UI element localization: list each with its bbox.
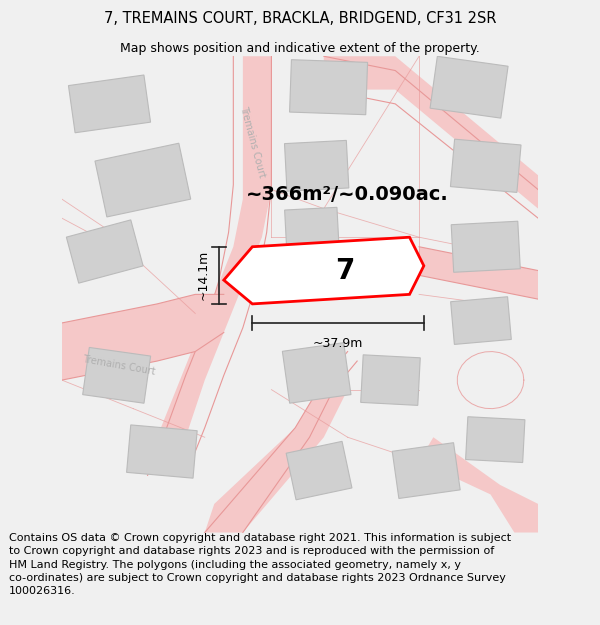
Polygon shape xyxy=(205,380,347,532)
Polygon shape xyxy=(157,56,271,438)
Polygon shape xyxy=(466,417,525,462)
Polygon shape xyxy=(284,141,349,191)
Text: ~37.9m: ~37.9m xyxy=(313,338,363,350)
Polygon shape xyxy=(392,442,460,499)
Polygon shape xyxy=(284,208,339,253)
Text: ~14.1m: ~14.1m xyxy=(197,250,209,301)
Text: ~366m²/~0.090ac.: ~366m²/~0.090ac. xyxy=(246,185,449,204)
Polygon shape xyxy=(67,220,143,283)
Polygon shape xyxy=(224,238,424,304)
Text: Tremains Court: Tremains Court xyxy=(82,354,156,377)
Polygon shape xyxy=(62,294,224,380)
Text: 7: 7 xyxy=(335,256,355,284)
Polygon shape xyxy=(290,60,368,115)
Text: Map shows position and indicative extent of the property.: Map shows position and indicative extent… xyxy=(120,42,480,55)
Text: Contains OS data © Crown copyright and database right 2021. This information is : Contains OS data © Crown copyright and d… xyxy=(9,533,511,596)
Polygon shape xyxy=(419,247,538,299)
Polygon shape xyxy=(361,355,420,406)
Polygon shape xyxy=(451,297,511,344)
Polygon shape xyxy=(283,342,351,403)
Text: 7, TREMAINS COURT, BRACKLA, BRIDGEND, CF31 2SR: 7, TREMAINS COURT, BRACKLA, BRIDGEND, CF… xyxy=(104,11,496,26)
Polygon shape xyxy=(419,438,538,532)
Text: Tremains Court: Tremains Court xyxy=(238,105,267,179)
Polygon shape xyxy=(451,221,520,272)
Polygon shape xyxy=(324,56,538,209)
Polygon shape xyxy=(83,348,151,403)
Polygon shape xyxy=(68,75,151,132)
Polygon shape xyxy=(451,139,521,192)
Polygon shape xyxy=(127,425,197,478)
Polygon shape xyxy=(430,56,508,118)
Polygon shape xyxy=(286,441,352,500)
Polygon shape xyxy=(95,143,191,217)
